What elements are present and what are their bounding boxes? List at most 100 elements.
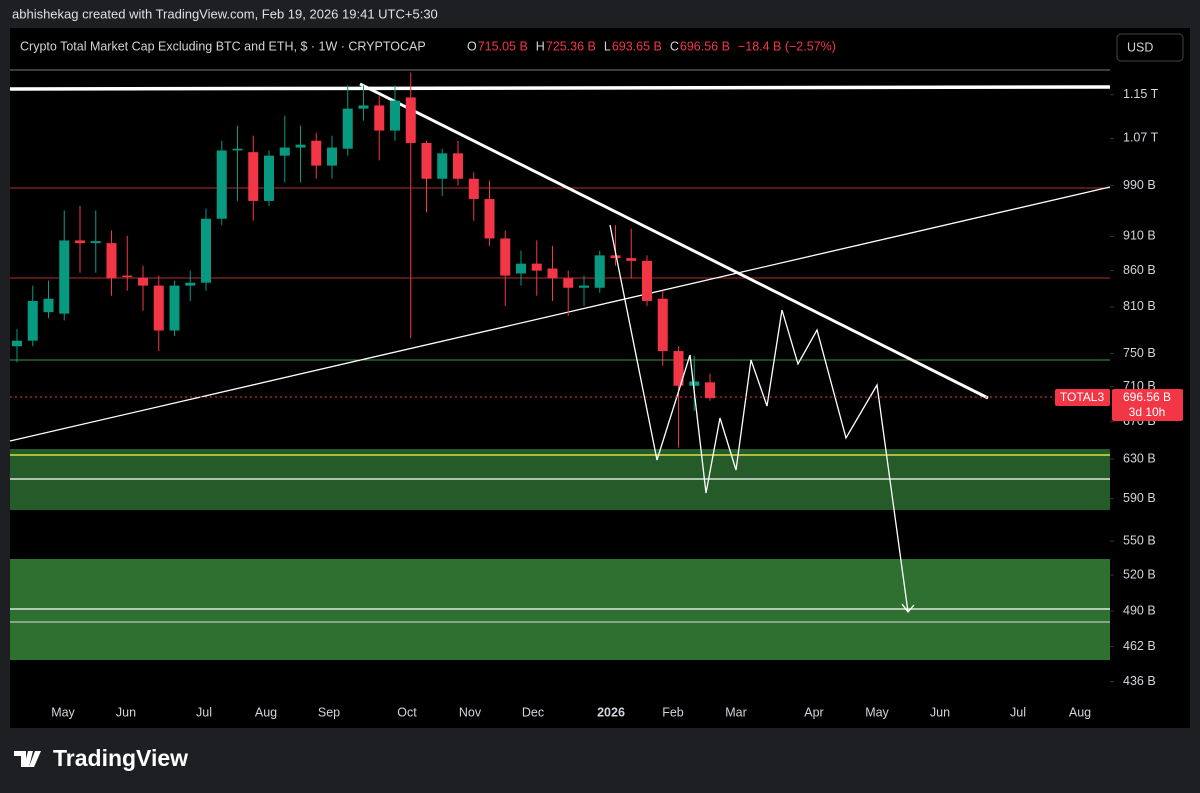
y-tick-label: 750 B: [1123, 346, 1156, 360]
candles: [12, 72, 715, 448]
candle-body: [264, 155, 274, 201]
candle-body: [453, 153, 463, 179]
projection-path: [609, 224, 909, 613]
candle-body: [185, 282, 196, 286]
candle-body: [610, 255, 621, 259]
candle-body: [657, 298, 668, 352]
brand-name: TradingView: [53, 745, 188, 771]
candle-body: [358, 105, 369, 109]
ohlc: O 715.05 B H 725.36 B L 693.65 B C 696.56 B −18.…: [467, 39, 836, 53]
y-tick-label: 590 B: [1123, 491, 1156, 505]
ohlc-value: 725.36 B: [546, 39, 596, 53]
candle-body: [563, 278, 574, 288]
candle-body: [579, 285, 589, 288]
x-tick-label: Mar: [725, 705, 747, 719]
projection: [609, 224, 915, 614]
candle-body: [122, 275, 133, 278]
x-tick-label: Jun: [116, 705, 136, 719]
attribution: abhishekag created with TradingView.com,…: [12, 6, 438, 21]
candle-body: [547, 268, 558, 279]
candle-body: [374, 105, 385, 131]
x-tick-label: Apr: [804, 705, 823, 719]
x-tick-label: Aug: [1069, 705, 1091, 719]
ohlc-change: −18.4 B (−2.57%): [738, 39, 836, 53]
candle-body: [437, 153, 448, 179]
candle-body: [201, 218, 211, 283]
x-tick-label: Sep: [318, 705, 340, 719]
candle-body: [232, 148, 243, 151]
y-tick-label: 1.15 T: [1123, 87, 1159, 101]
candle-body: [90, 241, 101, 244]
x-tick-label: Oct: [397, 705, 417, 719]
x-tick-label: Jul: [1010, 705, 1026, 719]
candle-body: [626, 258, 637, 261]
candle-body: [216, 150, 227, 219]
trend-line: [9, 186, 1111, 442]
candle-body: [500, 238, 511, 276]
candle-body: [327, 147, 337, 166]
y-tick-label: 520 B: [1123, 567, 1156, 581]
ohlc-key: O: [467, 39, 477, 53]
plot: [9, 69, 1111, 660]
candle-body: [673, 351, 684, 386]
candle-body: [75, 240, 85, 244]
x-tick-label: May: [51, 705, 75, 719]
tag-symbol: TOTAL3: [1060, 390, 1105, 404]
y-tick-label: 462 B: [1123, 639, 1156, 653]
y-tick-label: 860 B: [1123, 263, 1156, 277]
candle-body: [311, 140, 322, 166]
candle-body: [342, 108, 353, 149]
x-tick-label: May: [865, 705, 889, 719]
x-tick-label: Jun: [930, 705, 950, 719]
candle-body: [153, 285, 164, 331]
y-tick-label: 910 B: [1123, 229, 1156, 243]
x-tick-label: Dec: [522, 705, 544, 719]
candle-body: [27, 300, 38, 341]
tag-price-bg: [1112, 389, 1183, 421]
arrow-head: [901, 603, 915, 614]
brand: TradingView: [14, 745, 188, 771]
price-tag: TOTAL3 696.56 B 3d 10h: [1055, 389, 1183, 421]
y-tick-label: 1.07 T: [1123, 131, 1159, 145]
currency-button[interactable]: [1116, 33, 1184, 62]
candle-body: [468, 178, 479, 200]
ohlc-key: H: [536, 39, 545, 53]
x-tick-label: Aug: [255, 705, 277, 719]
x-tick-label: Feb: [662, 705, 684, 719]
candle-body: [169, 285, 180, 331]
symbol-title: Crypto Total Market Cap Excluding BTC an…: [20, 39, 426, 53]
x-tick-label: 2026: [597, 705, 625, 719]
x-tick-label: Jul: [196, 705, 212, 719]
ohlc-key: L: [604, 39, 611, 53]
ohlc-value: 696.56 B: [680, 39, 730, 53]
candle-body: [405, 97, 416, 143]
y-tick-label: 630 B: [1123, 451, 1156, 465]
trend-line: [359, 82, 989, 400]
candle-body: [390, 100, 400, 131]
y-tick-label: 550 B: [1123, 533, 1156, 547]
logo-icon: [14, 751, 41, 767]
candle-body: [642, 260, 652, 301]
trend-line: [9, 85, 1111, 91]
y-tick-label: 436 B: [1123, 674, 1156, 688]
candle-body: [531, 263, 542, 271]
candle-body: [705, 382, 715, 399]
ohlc-value: 715.05 B: [478, 39, 528, 53]
candle-body: [484, 199, 495, 239]
candle-body: [106, 243, 117, 279]
candle-body: [421, 142, 432, 179]
tag-price: 696.56 B: [1123, 390, 1171, 404]
candle-body: [59, 240, 70, 314]
y-tick-label: 810 B: [1123, 299, 1156, 313]
y-tick-label: 490 B: [1123, 603, 1156, 617]
ohlc-key: C: [670, 39, 679, 53]
legend: Crypto Total Market Cap Excluding BTC an…: [20, 39, 836, 53]
candle-body: [43, 298, 54, 313]
candle-body: [516, 263, 526, 274]
candle-body: [12, 340, 22, 347]
candle-body: [689, 381, 700, 386]
candle-body: [594, 255, 605, 288]
